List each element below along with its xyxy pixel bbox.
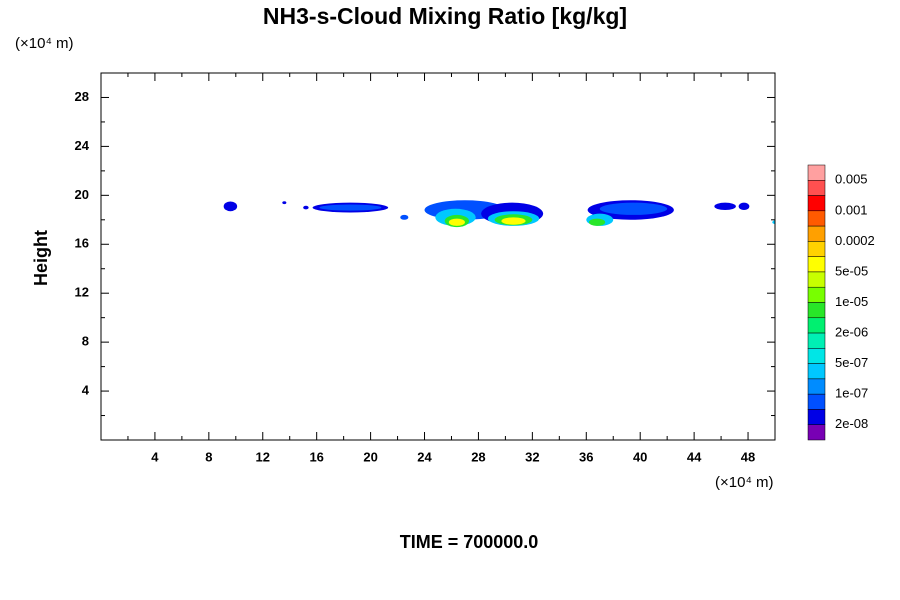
x-unit: (×10⁴ m) <box>715 474 774 491</box>
colorbar-box <box>807 256 826 273</box>
cloud-cell <box>588 218 606 226</box>
colorbar-label: 0.0002 <box>835 233 875 248</box>
y-tick-label: 20 <box>75 187 89 202</box>
x-tick-label: 24 <box>417 449 432 464</box>
cloud-cell <box>223 201 238 212</box>
x-tick-label: 36 <box>579 449 593 464</box>
x-tick-label: 4 <box>151 449 159 464</box>
colorbar-box <box>807 424 826 441</box>
footer: TIME = 700000.0 <box>400 532 539 552</box>
plot-frame <box>100 72 776 441</box>
colorbar-box <box>807 271 826 288</box>
colorbar-label: 5e-05 <box>835 263 868 278</box>
x-tick-label: 8 <box>205 449 212 464</box>
colorbar-box <box>807 225 826 242</box>
y-tick-label: 4 <box>82 383 90 398</box>
x-tick-label: 16 <box>309 449 323 464</box>
y-tick-label: 28 <box>75 89 89 104</box>
x-tick-label: 28 <box>471 449 485 464</box>
colorbar-box <box>807 302 826 319</box>
cloud-cell <box>319 204 382 211</box>
x-tick-label: 44 <box>687 449 702 464</box>
colorbar-label: 1e-07 <box>835 386 868 401</box>
colorbar-label: 0.001 <box>835 202 868 217</box>
y-tick-label: 12 <box>75 285 89 300</box>
cells <box>223 200 775 228</box>
colorbar-box <box>807 241 826 257</box>
plot-area <box>223 200 775 228</box>
colorbar-box <box>807 164 826 181</box>
y-unit: (×10⁴ m) <box>15 35 74 52</box>
colorbar-box <box>807 363 826 380</box>
colorbar-label: 0.005 <box>835 172 868 187</box>
cloud-cell <box>714 202 736 211</box>
y-tick-label: 16 <box>75 236 89 251</box>
cloud-cell <box>303 205 309 210</box>
colorbar-box <box>807 378 826 395</box>
colorbar-box <box>807 210 826 227</box>
colorbar-box <box>807 348 826 364</box>
y-axis-label: Height <box>31 230 51 286</box>
x-tick-label: 40 <box>633 449 647 464</box>
x-tick-label: 32 <box>525 449 539 464</box>
y-tick-label: 8 <box>82 334 89 349</box>
x-tick-label: 48 <box>741 449 755 464</box>
cloud-cell <box>738 202 750 211</box>
colorbar-label: 2e-06 <box>835 324 868 339</box>
colorbar-box <box>807 317 826 334</box>
cloud-cell <box>282 201 287 205</box>
colorbar-box <box>807 180 826 196</box>
cloud-cell <box>448 218 465 226</box>
x-tick-label: 20 <box>363 449 377 464</box>
colorbar-label: 2e-08 <box>835 416 868 431</box>
y-tick-label: 24 <box>75 138 90 153</box>
colorbar-box <box>807 393 826 410</box>
colorbar-box <box>807 409 826 425</box>
x-tick-label: 12 <box>256 449 270 464</box>
cloud-cell <box>772 220 775 225</box>
colorbar-label: 1e-05 <box>835 294 868 309</box>
chart-title: NH3-s-Cloud Mixing Ratio [kg/kg] <box>263 3 627 29</box>
colorbar-label: 5e-07 <box>835 355 868 370</box>
colorbar-box <box>807 332 826 349</box>
cloud-cell <box>501 217 526 225</box>
colorbar-box <box>807 286 826 303</box>
colorbar-box <box>807 195 826 212</box>
cloud-cell <box>599 202 668 215</box>
cloud-cell <box>400 214 409 220</box>
